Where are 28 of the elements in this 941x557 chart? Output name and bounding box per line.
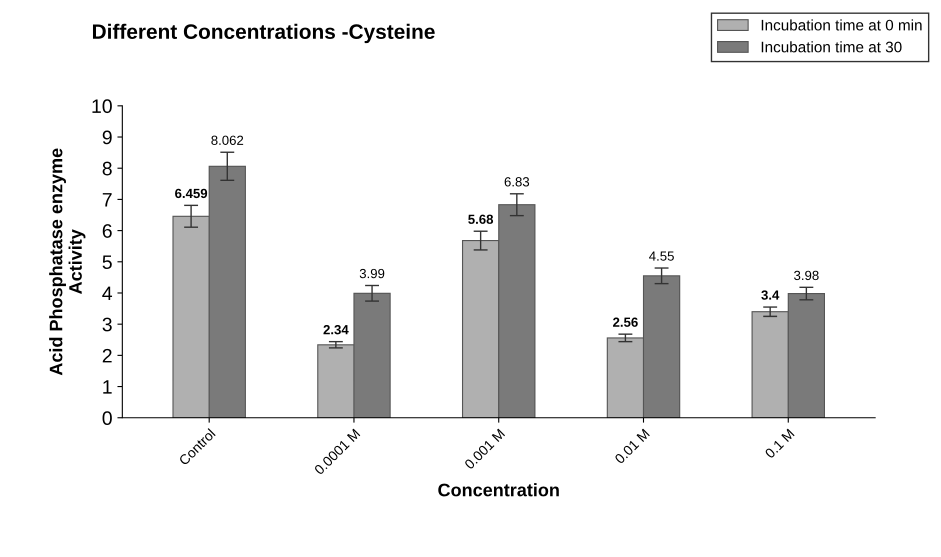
data-label: 3.4 bbox=[761, 290, 780, 300]
y-tick-label: 10 bbox=[92, 99, 112, 114]
data-label: 6.83 bbox=[504, 177, 530, 187]
data-label: 5.68 bbox=[468, 214, 494, 224]
y-tick-label: 1 bbox=[103, 380, 112, 394]
y-tick-label: 4 bbox=[102, 286, 112, 300]
y-tick-label: 6 bbox=[102, 224, 112, 238]
data-label: 6.459 bbox=[175, 188, 208, 198]
y-tick-label: 9 bbox=[102, 130, 112, 144]
data-label: 2.34 bbox=[323, 325, 349, 334]
chart-title: Different Concentrations -Cysteine bbox=[92, 24, 435, 44]
x-tick-label: 0.01 M bbox=[614, 428, 650, 464]
data-label: 3.98 bbox=[794, 270, 819, 280]
legend-label: Incubation time at 30 bbox=[762, 41, 902, 52]
y-tick-label: 3 bbox=[102, 318, 112, 332]
data-label: 2.56 bbox=[613, 318, 638, 327]
x-tick-label: 0.1 M bbox=[764, 428, 795, 459]
data-label: 8.062 bbox=[211, 136, 244, 145]
y-tick-label: 7 bbox=[102, 193, 112, 206]
x-axis-title: Concentration bbox=[438, 483, 559, 496]
y-tick-label: 0 bbox=[102, 411, 112, 425]
data-label: 3.99 bbox=[360, 268, 384, 278]
y-axis-title: Acid Phosphatase enzyme Activity bbox=[49, 148, 86, 376]
y-tick-label: 2 bbox=[102, 348, 112, 362]
y-tick-label: 8 bbox=[102, 162, 112, 176]
data-label: 4.55 bbox=[649, 252, 674, 261]
y-tick-label: 5 bbox=[102, 255, 112, 270]
legend-label: Incubation time at 0 min bbox=[762, 19, 922, 31]
